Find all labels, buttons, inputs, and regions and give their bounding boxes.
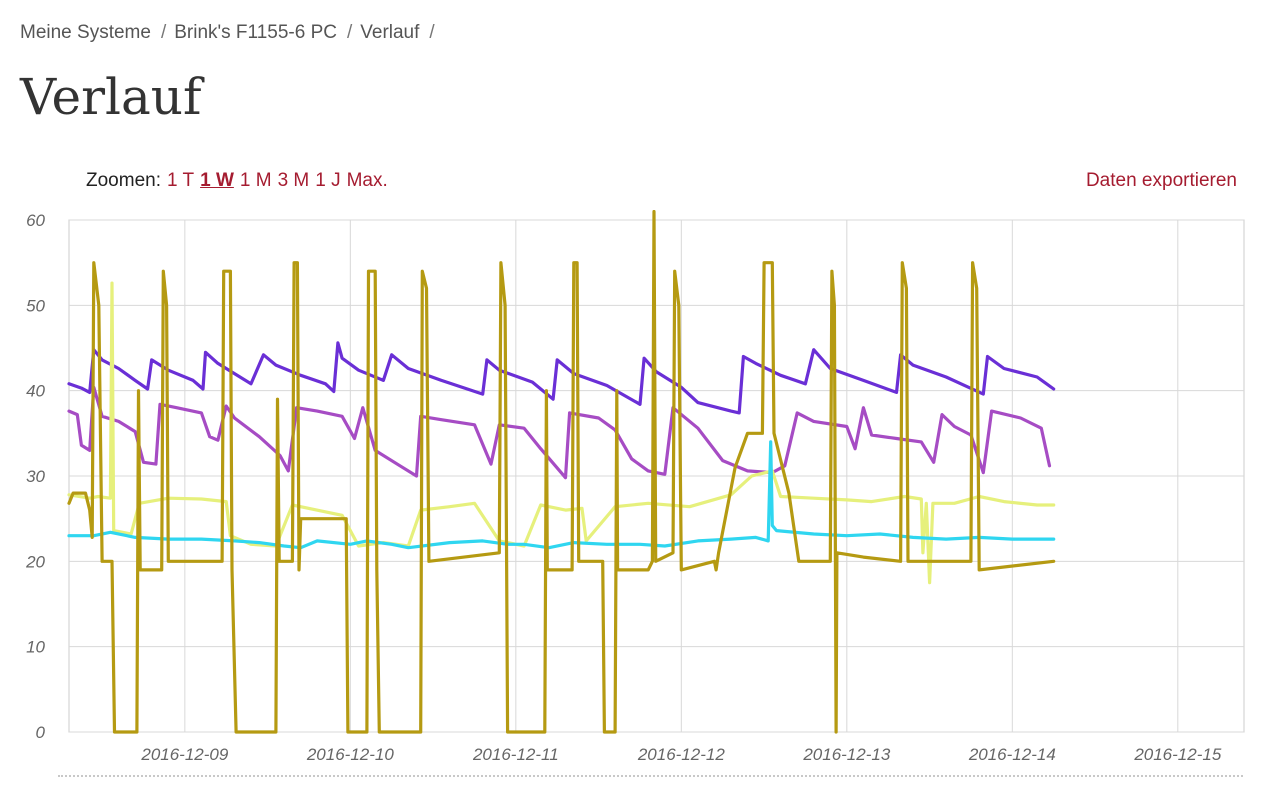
y-tick-label: 60 (26, 211, 45, 230)
x-tick-label: 2016-12-15 (1133, 745, 1222, 764)
y-tick-label: 10 (26, 638, 45, 657)
y-tick-label: 40 (26, 382, 45, 401)
x-tick-label: 2016-12-12 (637, 745, 726, 764)
zoom-option-1-tag[interactable]: 1 T (166, 170, 195, 191)
breadcrumb-item-system[interactable]: Brink's F1155-6 PC (174, 22, 337, 43)
divider (58, 775, 1243, 777)
x-tick-label: 2016-12-11 (472, 745, 559, 764)
x-tick-label: 2016-12-10 (306, 745, 395, 764)
zoom-option-max[interactable]: Max. (346, 170, 388, 191)
zoom-option-1-woche[interactable]: 1 W (200, 170, 234, 191)
breadcrumb-separator: / (346, 22, 353, 43)
breadcrumb-separator: / (429, 22, 435, 43)
x-tick-label: 2016-12-14 (968, 745, 1056, 764)
export-data-link[interactable]: Daten exportieren (1085, 170, 1237, 191)
y-tick-label: 0 (36, 723, 46, 742)
x-tick-label: 2016-12-13 (802, 745, 891, 764)
x-tick-label: 2016-12-09 (140, 745, 229, 764)
series-line-1 (67, 341, 1056, 415)
zoom-bar: Zoomen: 1 T 1 W 1 M 3 M 1 J Max. (86, 170, 388, 192)
zoom-option-1-monat[interactable]: 1 M (239, 170, 272, 191)
zoom-label: Zoomen: (86, 170, 161, 191)
series-line-5 (67, 210, 1056, 734)
breadcrumb-separator: / (160, 22, 167, 43)
zoom-option-3-monate[interactable]: 3 M (277, 170, 310, 191)
zoom-option-1-jahr[interactable]: 1 J (315, 170, 341, 191)
breadcrumb-item-meine-systeme[interactable]: Meine Systeme (20, 22, 151, 43)
y-tick-label: 30 (26, 467, 45, 486)
y-tick-label: 20 (25, 552, 45, 571)
breadcrumb: Meine Systeme / Brink's F1155-6 PC / Ver… (20, 22, 443, 44)
history-chart: 0 10 20 30 40 50 60 2016-12-09 2016-12-10 2016-12… (25, 210, 1245, 764)
page-title: Verlauf (20, 68, 202, 126)
breadcrumb-item-verlauf[interactable]: Verlauf (360, 22, 420, 43)
y-tick-label: 50 (26, 296, 45, 315)
